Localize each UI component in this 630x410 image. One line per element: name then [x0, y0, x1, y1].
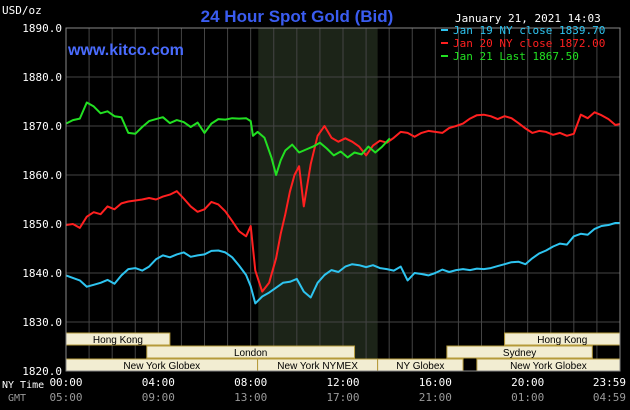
series-line-1	[65, 222, 620, 305]
chart-title: 24 Hour Spot Gold (Bid)	[201, 7, 394, 26]
axes: 1820.0 1830.0 1840.0 1850.0 1860.0 1870.0 1880…	[2, 22, 626, 404]
market-sessions: Hong Kong London New York Globex New York N…	[65, 332, 621, 372]
x-tick-label-ny: 12:00	[326, 376, 359, 389]
session-label: Hong Kong	[537, 335, 587, 346]
x-tick-label-gmt: 17:00	[326, 391, 359, 404]
series-line-3	[65, 101, 391, 176]
x-tick-label-gmt: 21:00	[419, 391, 452, 404]
plot-border	[65, 27, 621, 372]
x-tick-label-ny: 23:59	[593, 376, 626, 389]
legend-entry: Jan 19 NY close 1839.70	[453, 24, 605, 37]
session-label: New York Globex	[123, 361, 200, 372]
session-band	[446, 345, 593, 359]
session-label: NY Globex	[396, 361, 444, 372]
nymex-highlight	[258, 28, 378, 371]
session-label: New York NYMEX	[277, 361, 358, 372]
y-tick-label: 1830.0	[22, 316, 62, 329]
y-tick-label: 1870.0	[22, 120, 62, 133]
x-tick-label-gmt: 01:00	[511, 391, 544, 404]
chart-datetime: January 21, 2021 14:03	[455, 12, 601, 25]
x-tick-label-gmt: 09:00	[142, 391, 175, 404]
legend-entry: Jan 20 NY close 1872.00	[453, 37, 605, 50]
y-tick-label: 1890.0	[22, 22, 62, 35]
x-tick-label-gmt: 13:00	[234, 391, 267, 404]
y-tick-label: 1860.0	[22, 169, 62, 182]
session-label: Sydney	[503, 348, 536, 359]
unit-label: USD/oz	[2, 4, 42, 17]
y-tick-label: 1820.0	[22, 365, 62, 378]
x-tick-label-ny: 00:00	[49, 376, 82, 389]
x-tick-label-ny: 20:00	[511, 376, 544, 389]
plot-area	[65, 27, 621, 372]
series-line-2	[65, 111, 621, 293]
x-tick-label-gmt: 05:00	[49, 391, 82, 404]
y-tick-label: 1880.0	[22, 71, 62, 84]
watermark: www.kitco.com	[67, 42, 184, 59]
session-label: London	[234, 348, 267, 359]
x-tick-label-ny: 04:00	[142, 376, 175, 389]
session-band	[146, 345, 356, 359]
x-tick-label-ny: 08:00	[234, 376, 267, 389]
legend-entry: Jan 21 Last 1867.50	[453, 50, 579, 63]
y-tick-label: 1840.0	[22, 267, 62, 280]
session-label: New York Globex	[510, 361, 587, 372]
x-tick-label-gmt: 04:59	[593, 391, 626, 404]
row-label-gmt: GMT	[8, 393, 26, 404]
session-label: Hong Kong	[93, 335, 143, 346]
y-tick-label: 1850.0	[22, 218, 62, 231]
x-tick-label-ny: 16:00	[419, 376, 452, 389]
row-label-ny: NY Time	[2, 380, 44, 391]
